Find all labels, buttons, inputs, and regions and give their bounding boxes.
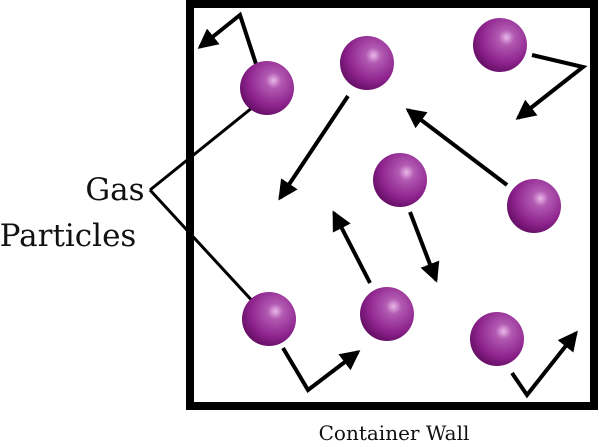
- motion-arrow-bottom-left: [281, 346, 361, 393]
- gas-particle: [373, 153, 427, 207]
- motion-arrow-bottom-right: [510, 330, 578, 399]
- gas-particle: [340, 36, 394, 90]
- gas-particle: [470, 312, 524, 366]
- gas-particle: [360, 287, 414, 341]
- motion-arrow-top-center: [278, 94, 350, 201]
- gas-particles: [240, 18, 561, 366]
- motion-arrows: [197, 11, 588, 399]
- motion-arrow-right-middle: [405, 108, 509, 187]
- leader-line-lower: [148, 188, 270, 320]
- motion-arrow-top-right: [515, 53, 588, 120]
- leader-line-upper: [149, 93, 269, 192]
- gas-particles-label-line2: Particles: [0, 218, 136, 254]
- gas-particle: [473, 18, 527, 72]
- gas-particle: [242, 292, 296, 346]
- gas-particles-label-line1: Gas: [85, 172, 144, 208]
- motion-arrow-top-left: [197, 11, 258, 65]
- label-leader-lines: [148, 93, 270, 320]
- container-wall-label: Container Wall: [319, 421, 470, 445]
- motion-arrow-center-down: [408, 211, 440, 283]
- gas-particle: [240, 61, 294, 115]
- container-wall: [186, 0, 598, 410]
- gas-particle: [507, 179, 561, 233]
- motion-arrow-center-up: [332, 210, 372, 284]
